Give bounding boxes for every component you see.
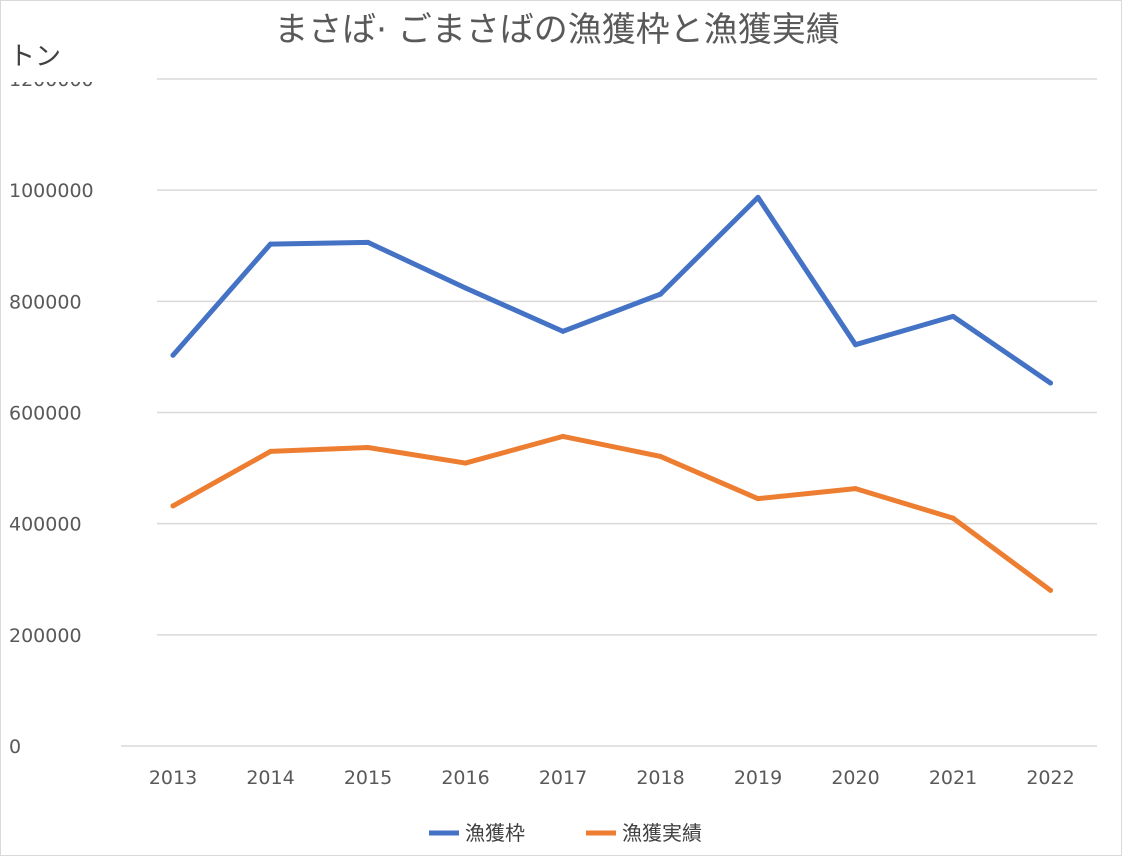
y-tick-label-1000000: 1000000 — [9, 180, 94, 202]
data-point-s2-2019 — [755, 496, 761, 502]
data-point-s1-2018 — [658, 291, 663, 297]
data-point-s2-2021 — [950, 515, 956, 521]
data-point-s1-2019 — [755, 194, 761, 200]
chart-title: まさば· ごまさばの漁獲枠と漁獲実績 — [274, 10, 840, 50]
y-tick-label-200000: 200000 — [9, 625, 82, 647]
data-point-s1-2014 — [268, 241, 273, 247]
data-point-s2-2016 — [463, 460, 468, 466]
x-tick-label-2019: 2019 — [734, 767, 782, 789]
data-point-s1-2013 — [170, 352, 176, 358]
series-line-2 — [170, 433, 1053, 593]
y-tick-label-0: 0 — [9, 736, 21, 758]
legend-label-1: 漁獲枠 — [465, 821, 525, 845]
legend-label-2: 漁獲実績 — [622, 821, 702, 845]
x-tick-label-2015: 2015 — [344, 767, 392, 789]
y-tick-label-400000: 400000 — [9, 514, 82, 536]
y-tick-label-800000: 800000 — [9, 291, 82, 313]
legend: 漁獲枠 漁獲実績 — [429, 821, 702, 845]
series-line-1 — [170, 194, 1053, 386]
y-tick-label-600000: 600000 — [9, 403, 82, 425]
data-point-s2-2022 — [1048, 587, 1053, 593]
data-point-s1-2021 — [950, 313, 956, 319]
data-point-s2-2018 — [658, 453, 663, 459]
data-point-s2-2015 — [365, 445, 371, 451]
data-point-s2-2017 — [560, 433, 566, 439]
x-tick-label-2016: 2016 — [441, 767, 489, 789]
series-lines — [170, 194, 1053, 593]
data-point-s2-2013 — [170, 503, 176, 509]
x-tick-label-2022: 2022 — [1026, 767, 1074, 789]
plot-top-mask — [1, 69, 121, 82]
x-tick-label-2018: 2018 — [636, 767, 684, 789]
y-axis-tick-labels: 020000040000060000080000010000001200000 — [9, 69, 94, 758]
y-axis-unit-label: トン — [9, 42, 61, 72]
data-point-s1-2015 — [365, 239, 371, 245]
x-axis-tick-labels: 2013 2014 2015 2016 2017 2018 2019 2020 2021 2022 — [149, 767, 1075, 789]
data-point-s1-2022 — [1048, 380, 1053, 386]
data-point-s1-2016 — [463, 285, 468, 291]
data-point-s2-2014 — [268, 448, 273, 454]
x-tick-label-2013: 2013 — [149, 767, 197, 789]
data-point-s1-2017 — [560, 328, 566, 334]
gridlines — [121, 78, 1097, 747]
data-point-s2-2020 — [853, 486, 858, 492]
data-point-s1-2020 — [853, 342, 858, 348]
x-tick-label-2014: 2014 — [246, 767, 294, 789]
x-tick-label-2020: 2020 — [831, 767, 879, 789]
x-tick-label-2021: 2021 — [929, 767, 977, 789]
x-tick-label-2017: 2017 — [539, 767, 587, 789]
